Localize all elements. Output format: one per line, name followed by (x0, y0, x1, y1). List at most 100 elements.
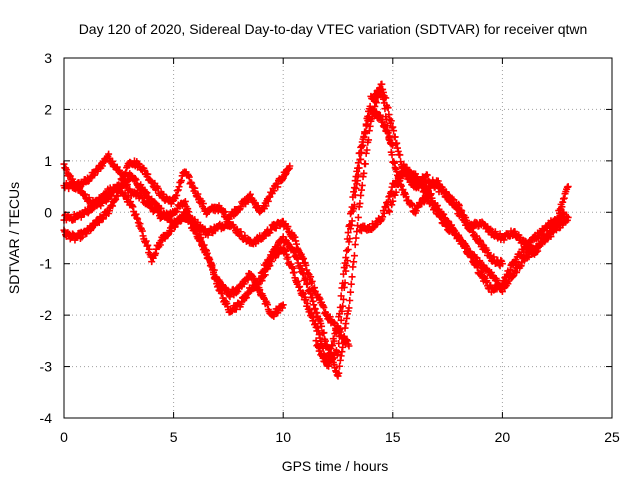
y-tick-label: -3 (40, 359, 53, 375)
data-point-marker (358, 181, 366, 189)
y-tick-label: 3 (44, 50, 52, 66)
data-point-marker (361, 129, 369, 137)
data-point-marker (339, 343, 347, 351)
x-tick-labels: 0 5 10 15 20 25 (60, 429, 620, 445)
data-point-marker (337, 316, 345, 324)
data-point-marker (423, 171, 431, 179)
data-point-marker (336, 325, 344, 333)
data-point-marker (388, 151, 396, 159)
data-point-marker (316, 344, 324, 352)
data-point-marker (212, 273, 220, 281)
chart-title: Day 120 of 2020, Sidereal Day-to-day VTE… (79, 21, 588, 37)
data-point-marker (357, 155, 365, 163)
data-point-marker (344, 229, 352, 237)
data-point-marker (359, 141, 367, 149)
y-tick-labels: 3 2 1 0 -1 -2 -3 -4 (40, 50, 53, 426)
data-point-marker (398, 170, 406, 178)
data-point-marker (350, 252, 358, 260)
x-tick-label: 15 (385, 429, 401, 445)
data-point-marker (413, 177, 421, 185)
data-point-marker (381, 105, 389, 113)
data-point-marker (564, 213, 572, 221)
data-point-marker (334, 349, 342, 357)
data-point-marker (366, 102, 374, 110)
series-track-8 (384, 160, 572, 258)
y-tick-label: -4 (40, 410, 53, 426)
data-point-marker (357, 148, 365, 156)
data-point-marker (355, 164, 363, 172)
data-point-marker (383, 116, 391, 124)
data-point-marker (320, 329, 328, 337)
data-point-marker (284, 253, 292, 261)
data-point-marker (356, 199, 364, 207)
data-point-marker (206, 256, 214, 264)
data-point-marker (185, 173, 193, 181)
data-point-marker (343, 257, 351, 265)
y-tick-label: -1 (40, 256, 53, 272)
data-point-marker (348, 273, 356, 281)
data-point-marker (351, 191, 359, 199)
data-point-marker (346, 235, 354, 243)
data-point-marker (336, 332, 344, 340)
data-point-marker (498, 260, 506, 268)
data-point-marker (341, 279, 349, 287)
x-axis-label: GPS time / hours (282, 458, 389, 474)
x-tick-label: 5 (170, 429, 178, 445)
data-point-marker (266, 257, 274, 265)
data-point-marker (564, 183, 572, 191)
data-point-marker (339, 295, 347, 303)
data-point-marker (383, 122, 391, 130)
data-point-marker (384, 206, 392, 214)
data-point-marker (345, 342, 353, 350)
data-point-marker (352, 234, 360, 242)
data-point-marker (320, 303, 328, 311)
data-point-marker (346, 296, 354, 304)
y-axis-label: SDTVAR / TECUs (6, 182, 22, 294)
data-point-marker (332, 328, 340, 336)
data-point-marker (396, 174, 404, 182)
data-point-marker (157, 204, 165, 212)
x-tick-label: 20 (495, 429, 511, 445)
data-point-marker (363, 146, 371, 154)
data-point-marker (339, 302, 347, 310)
data-point-marker (560, 208, 568, 216)
data-point-marker (386, 208, 394, 216)
data-point-marker (455, 202, 463, 210)
data-point-marker (307, 273, 315, 281)
data-point-marker (408, 201, 416, 209)
data-point-marker (387, 117, 395, 125)
data-point-marker (302, 296, 310, 304)
data-point-marker (335, 369, 343, 377)
axis-ticks (63, 57, 613, 419)
data-point-marker (350, 258, 358, 266)
x-tick-label: 0 (60, 429, 68, 445)
data-point-marker (351, 241, 359, 249)
plot-frame (63, 57, 613, 419)
data-point-marker (378, 86, 386, 94)
data-point-marker (547, 233, 555, 241)
data-point-marker (336, 362, 344, 370)
data-point-marker (389, 197, 397, 205)
data-point-marker (360, 169, 368, 177)
data-point-marker (308, 277, 316, 285)
data-point-marker (388, 201, 396, 209)
data-point-marker (391, 133, 399, 141)
data-point-marker (396, 151, 404, 159)
data-point-marker (254, 281, 262, 289)
x-tick-label: 25 (604, 429, 620, 445)
data-point-marker (345, 304, 353, 312)
data-point-marker (330, 337, 338, 345)
data-point-marker (354, 171, 362, 179)
data-point-marker (361, 160, 369, 168)
series-track-3 (60, 170, 353, 350)
data-point-marker (303, 280, 311, 288)
data-point-marker (390, 127, 398, 135)
data-markers (60, 80, 572, 380)
data-point-marker (182, 209, 190, 217)
data-point-marker (347, 280, 355, 288)
data-point-marker (344, 246, 352, 254)
data-point-marker (274, 183, 282, 191)
data-point-marker (348, 217, 356, 225)
data-point-marker (144, 241, 152, 249)
